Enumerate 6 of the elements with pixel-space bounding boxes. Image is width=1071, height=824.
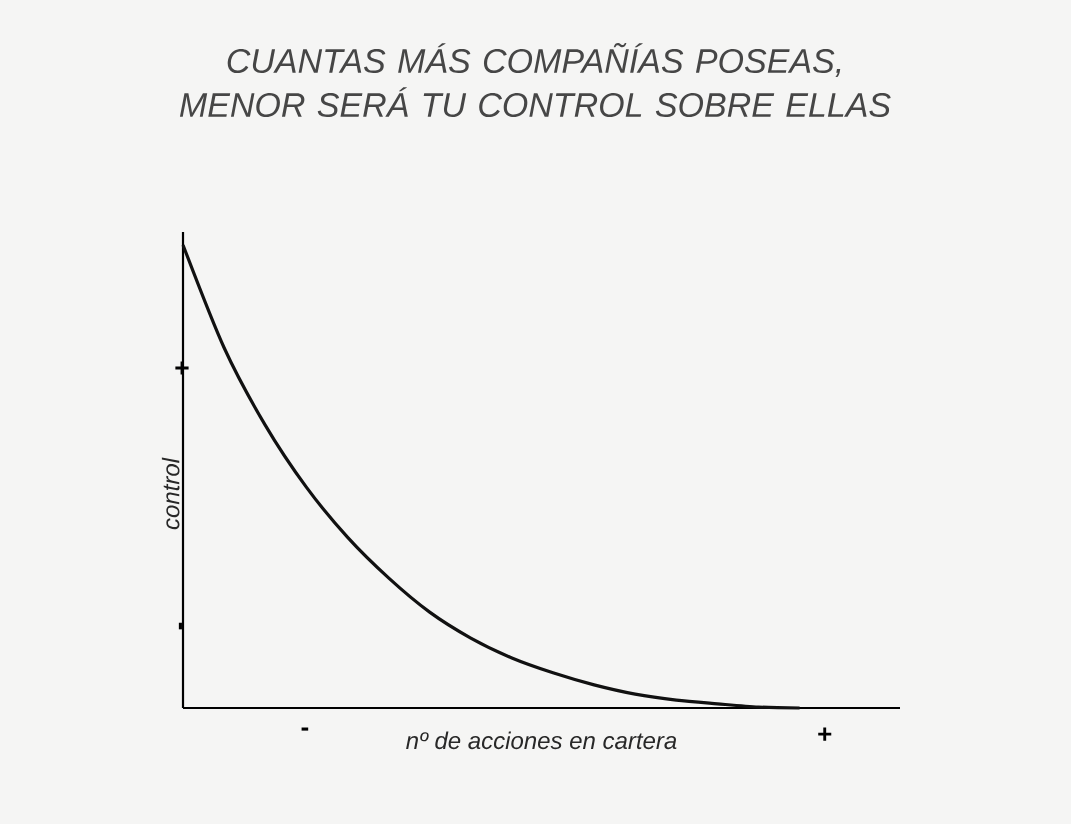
- text: -: [301, 727, 309, 731]
- text: +: [818, 727, 832, 741]
- chart-title: CUANTAS MÁS COMPAÑÍAS POSEAS, MENOR SERÁ TU CONTROL SOBRE ELLAS: [179, 42, 891, 118]
- annotation: -: [178, 622, 182, 630]
- x-axis-title: nº de acciones en cartera: [406, 731, 677, 750]
- y-axis-title: control: [161, 457, 180, 530]
